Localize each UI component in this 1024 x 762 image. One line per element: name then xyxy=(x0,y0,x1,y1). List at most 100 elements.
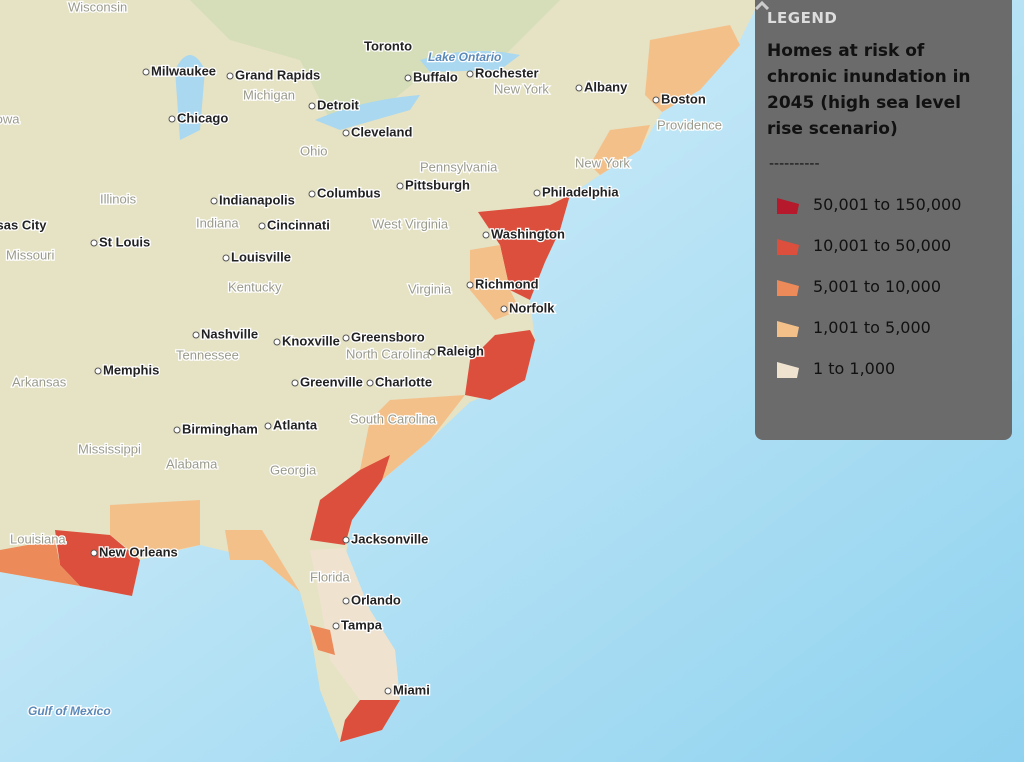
region xyxy=(310,548,400,700)
map-label: Grand Rapids xyxy=(235,67,320,82)
map-label: Detroit xyxy=(317,97,360,112)
region xyxy=(310,625,335,655)
lake-ontario xyxy=(420,51,520,72)
map-label: Michigan xyxy=(243,87,295,102)
map-label: Boston xyxy=(661,91,706,106)
map-label: Raleigh xyxy=(437,343,484,358)
map-label: Jacksonville xyxy=(351,531,428,546)
map-label: Kansas City xyxy=(0,217,47,232)
map-label: Milwaukee xyxy=(151,63,216,78)
city-dot xyxy=(94,367,102,375)
map-label: Indiana xyxy=(196,215,239,230)
map-label: Illinois xyxy=(100,191,137,206)
city-dot xyxy=(366,379,374,387)
city-dot xyxy=(332,622,340,630)
legend-header[interactable]: LEGEND xyxy=(755,0,1000,28)
region xyxy=(478,195,570,300)
map-label: Birmingham xyxy=(182,421,258,436)
legend-swatch xyxy=(777,320,799,337)
city-dot xyxy=(533,189,541,197)
city-dot xyxy=(342,334,350,342)
map-label: Charlotte xyxy=(375,374,432,389)
city-dot xyxy=(466,281,474,289)
legend-label: 1,001 to 5,000 xyxy=(813,318,931,337)
legend-item: 10,001 to 50,000 xyxy=(767,225,1000,266)
region xyxy=(465,330,535,400)
map-label: Buffalo xyxy=(413,69,458,84)
legend-items: 50,001 to 150,000 10,001 to 50,000 5,001 t… xyxy=(767,184,1000,389)
map-label: Indianapolis xyxy=(219,192,295,207)
forest xyxy=(0,0,560,120)
map-label: Greensboro xyxy=(351,329,425,344)
map-label: Miami xyxy=(393,682,430,697)
city-dot xyxy=(482,231,490,239)
region xyxy=(645,25,740,112)
map-label: Philadelphia xyxy=(542,184,619,199)
map-label: Norfolk xyxy=(509,300,555,315)
region xyxy=(310,455,390,545)
map-label: Alabama xyxy=(166,456,218,471)
legend-label: 10,001 to 50,000 xyxy=(813,236,952,255)
map-label: Virginia xyxy=(408,281,452,296)
map-label: Ohio xyxy=(300,143,327,158)
city-dot xyxy=(308,190,316,198)
map-label: Arkansas xyxy=(12,374,67,389)
city-dot xyxy=(575,84,583,92)
city-dot xyxy=(222,254,230,262)
map-label: Mississippi xyxy=(78,441,141,456)
city-dot xyxy=(396,182,404,190)
region xyxy=(110,500,200,558)
city-dot xyxy=(192,331,200,339)
legend-swatch xyxy=(777,238,799,255)
legend-title: Homes at risk of chronic inundation in 2… xyxy=(767,41,971,139)
map-label: Cincinnati xyxy=(267,217,330,232)
map-label: Missouri xyxy=(6,247,55,262)
map-label: Columbus xyxy=(317,185,381,200)
swatch-shape xyxy=(777,361,799,378)
map-label: North Carolina xyxy=(346,346,431,361)
map-label: Wisconsin xyxy=(68,0,127,14)
region xyxy=(470,245,520,320)
region xyxy=(590,125,650,175)
legend: LEGEND Homes at risk of chronic inundati… xyxy=(755,0,1012,440)
map-label: Knoxville xyxy=(282,333,340,348)
map-label: Chicago xyxy=(177,110,228,125)
map-label: Pittsburgh xyxy=(405,177,470,192)
city-dot xyxy=(264,422,272,430)
city-dot xyxy=(90,239,98,247)
city-dot xyxy=(90,549,98,557)
swatch-shape xyxy=(777,238,799,255)
map-label: Kentucky xyxy=(228,279,282,294)
city-dot xyxy=(273,338,281,346)
swatch-shape xyxy=(777,197,799,214)
lake-erie xyxy=(315,95,420,130)
map-label: Atlanta xyxy=(273,417,318,432)
city-dot xyxy=(500,305,508,313)
map-label: Cleveland xyxy=(351,124,412,139)
map-label: Albany xyxy=(584,79,628,94)
legend-item: 5,001 to 10,000 xyxy=(767,266,1000,307)
city-dot xyxy=(142,68,150,76)
map-label: Toronto xyxy=(364,38,412,53)
map-label: Louisiana xyxy=(10,531,66,546)
legend-swatch xyxy=(777,197,799,214)
city-dot xyxy=(308,102,316,110)
legend-separator: ---------- xyxy=(769,156,820,172)
map-label: Rochester xyxy=(475,65,539,80)
legend-label: 50,001 to 150,000 xyxy=(813,195,962,214)
legend-item: 1,001 to 5,000 xyxy=(767,307,1000,348)
city-dot xyxy=(342,597,350,605)
region xyxy=(225,530,300,592)
map-label: Florida xyxy=(310,569,351,584)
swatch-shape xyxy=(777,279,799,296)
map-label: Providence xyxy=(657,117,722,132)
city-dot xyxy=(404,74,412,82)
city-dot xyxy=(428,348,436,356)
map-label: Iowa xyxy=(0,111,20,126)
legend-item: 50,001 to 150,000 xyxy=(767,184,1000,225)
region xyxy=(55,530,140,596)
city-dot xyxy=(342,129,350,137)
map-label: West Virginia xyxy=(372,216,449,231)
map-label: Tennessee xyxy=(176,347,239,362)
